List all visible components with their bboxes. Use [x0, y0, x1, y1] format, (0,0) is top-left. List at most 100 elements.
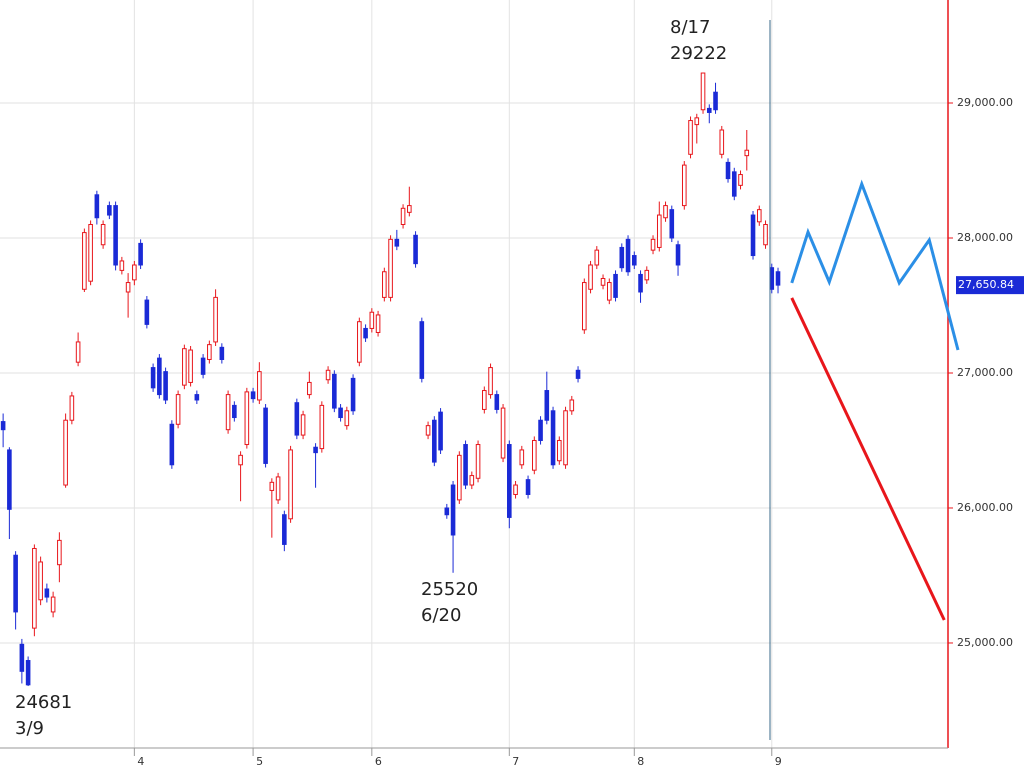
candle-body: [719, 129, 725, 155]
y-tick-label: 29,000.00: [957, 96, 1013, 109]
candle-body: [519, 449, 525, 466]
candle-body: [288, 449, 293, 520]
candle-body: [232, 404, 237, 419]
candle-body: [569, 399, 575, 412]
candle-body: [413, 234, 418, 265]
candle-body: [388, 238, 393, 298]
x-tick-label: 5: [256, 755, 263, 768]
candle-body: [550, 410, 556, 466]
candle-body: [438, 411, 443, 451]
candle-body: [269, 481, 275, 491]
candle-body: [756, 209, 762, 223]
candle-body: [275, 476, 281, 501]
x-tick-label: 7: [512, 755, 519, 768]
candle-body: [182, 348, 187, 386]
candle-body: [713, 91, 718, 111]
candle-body: [663, 205, 668, 219]
candle-body: [450, 484, 456, 536]
candle-body: [625, 238, 631, 273]
candle-body: [656, 214, 662, 248]
candle-body: [144, 299, 150, 325]
candle-body: [200, 357, 206, 375]
candle-body: [344, 410, 350, 427]
annotation: 6/20: [421, 605, 461, 626]
candle-body: [731, 171, 737, 197]
candle-body: [44, 588, 50, 598]
candle-body: [400, 207, 406, 225]
candle-body: [57, 539, 62, 566]
candle-body: [75, 341, 81, 363]
candle-body: [263, 407, 268, 464]
candle-body: [594, 249, 600, 266]
candle-body: [444, 507, 450, 516]
candle-body: [681, 164, 687, 207]
candle-body: [644, 269, 650, 281]
candle-body: [257, 371, 262, 401]
candle-body: [63, 419, 68, 486]
candle-body: [213, 296, 218, 343]
candle-body: [407, 205, 412, 213]
candle-body: [469, 475, 475, 486]
last-price-label: 27,650.84: [958, 278, 1014, 291]
candle-body: [457, 454, 462, 501]
annotation: 24681: [15, 692, 72, 713]
candle-body: [425, 425, 431, 436]
annotation: 8/17: [670, 17, 710, 38]
candle-body: [557, 439, 562, 462]
candle-body: [94, 194, 100, 219]
candle-body: [157, 357, 162, 396]
candle-body: [19, 643, 25, 672]
candle-body: [357, 321, 362, 363]
candle-body: [631, 255, 637, 266]
candle-body: [507, 444, 512, 518]
candle-body: [500, 407, 506, 459]
candle-body: [119, 260, 125, 271]
candle-body: [225, 394, 231, 431]
candle-body: [763, 223, 768, 246]
x-tick-label: 9: [775, 755, 782, 768]
candle-body: [544, 390, 550, 421]
candle-body: [488, 367, 493, 396]
candle-body: [769, 267, 775, 290]
candle-body: [725, 161, 731, 180]
candle-body: [0, 421, 6, 431]
candle-body: [238, 454, 243, 466]
x-tick-label: 8: [637, 755, 644, 768]
annotation: 25520: [421, 579, 478, 600]
candle-body: [394, 238, 400, 247]
candle-body: [88, 223, 93, 282]
candle-body: [613, 273, 618, 298]
candle-body: [244, 391, 250, 446]
candle-body: [13, 554, 18, 613]
candle-body: [300, 414, 306, 436]
x-tick-label: 6: [375, 755, 382, 768]
candle-body: [250, 391, 256, 400]
candle-body: [513, 484, 518, 495]
candle-body: [738, 174, 743, 186]
candle-body: [432, 419, 437, 463]
candle-body: [532, 439, 537, 471]
y-tick-label: 27,000.00: [957, 366, 1013, 379]
y-tick-label: 25,000.00: [957, 636, 1013, 649]
x-tick-label: 4: [137, 755, 144, 768]
candle-body: [581, 282, 587, 331]
projection-line: [790, 297, 946, 621]
annotation: 29222: [670, 43, 727, 64]
candle-body: [294, 402, 300, 436]
candle-body: [706, 107, 712, 113]
candle-body: [219, 346, 225, 360]
y-tick-label: 26,000.00: [957, 501, 1013, 514]
candle-body: [482, 390, 487, 410]
candle-body: [744, 149, 750, 157]
candle-body: [375, 314, 381, 333]
candle-body: [350, 377, 356, 412]
candle-body: [650, 238, 656, 251]
candle-body: [163, 371, 168, 401]
candle-body: [419, 321, 425, 379]
candle-body: [319, 404, 325, 450]
candle-body: [775, 271, 781, 286]
candle-body: [125, 282, 131, 293]
candle-body: [525, 479, 531, 495]
candle-body: [675, 244, 681, 266]
